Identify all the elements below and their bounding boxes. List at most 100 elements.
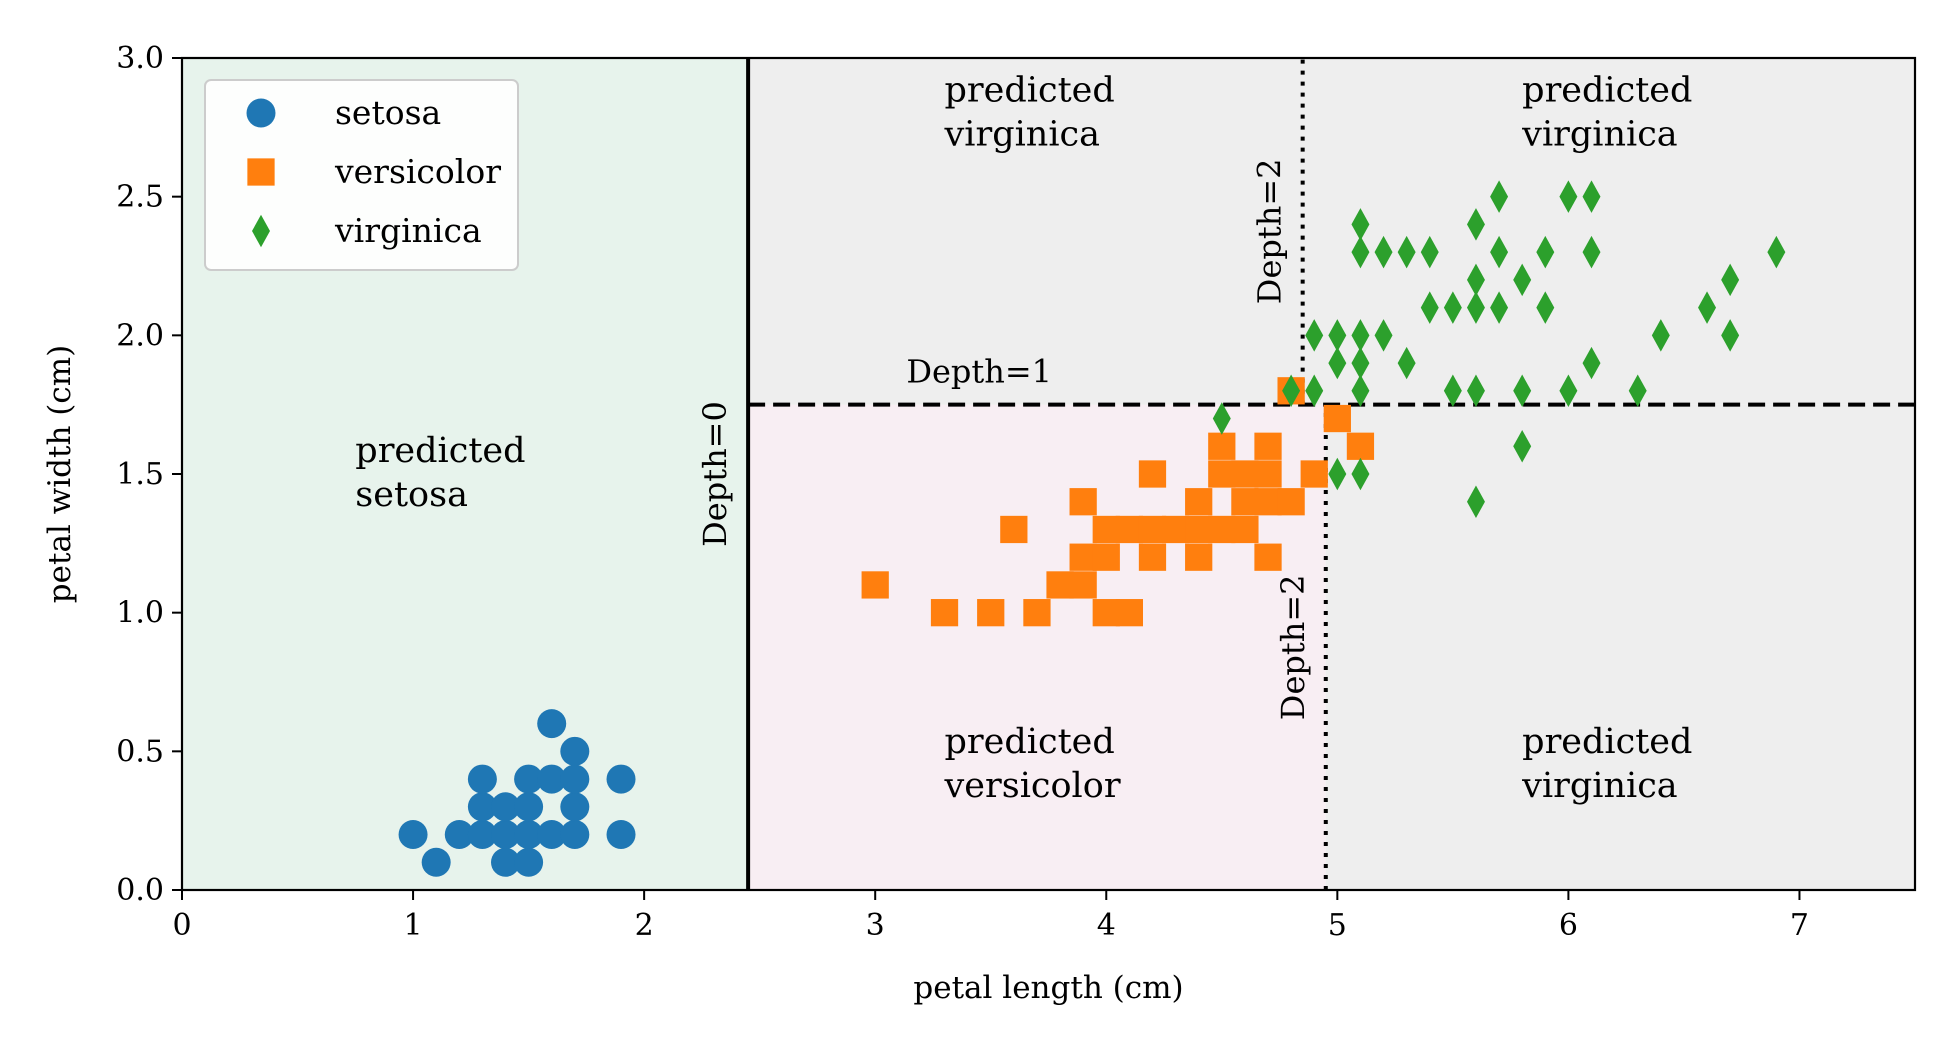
virginica-point-14 [1374, 235, 1393, 269]
virginica-point-43 [1721, 263, 1740, 297]
virginica-point-10 [1351, 319, 1370, 352]
virginica-point-31 [1513, 263, 1532, 297]
setosa-point-12 [514, 764, 544, 794]
virginica-point-33 [1536, 235, 1555, 269]
versicolor-point-2 [977, 599, 1005, 627]
virginica-point-6 [1328, 319, 1347, 352]
versicolor-point-13 [1115, 515, 1144, 544]
setosa-point-10 [514, 820, 544, 850]
y-tick-label-3: 1.5 [116, 457, 164, 492]
virginica-point-4 [1305, 319, 1324, 352]
setosa-point-19 [560, 736, 590, 766]
versicolor-point-8 [1069, 488, 1097, 516]
annotation-0-line-0: predicted [355, 431, 525, 471]
setosa-point-18 [560, 764, 590, 794]
virginica-point-38 [1582, 180, 1601, 213]
virginica-point-20 [1443, 291, 1462, 324]
virginica-point-39 [1628, 374, 1647, 408]
versicolor-point-22 [1208, 460, 1236, 488]
virginica-point-36 [1582, 346, 1601, 380]
depth-label-0: Depth=0 [696, 401, 734, 547]
versicolor-point-19 [1185, 515, 1213, 544]
versicolor-point-20 [1185, 488, 1213, 516]
versicolor-point-25 [1231, 488, 1259, 516]
setosa-point-20 [606, 820, 636, 850]
virginica-point-41 [1698, 291, 1717, 324]
virginica-point-12 [1351, 208, 1370, 241]
versicolor-point-16 [1138, 460, 1167, 488]
virginica-point-11 [1351, 235, 1370, 269]
versicolor-point-26 [1231, 460, 1259, 488]
virginica-point-25 [1466, 208, 1485, 241]
x-tick-label-1: 1 [404, 908, 423, 943]
virginica-point-32 [1536, 291, 1555, 324]
setosa-point-21 [606, 764, 636, 794]
virginica-point-5 [1328, 346, 1347, 380]
setosa-point-11 [514, 792, 544, 822]
virginica-point-35 [1559, 180, 1578, 213]
virginica-point-1 [1282, 374, 1301, 408]
virginica-point-30 [1513, 374, 1532, 408]
versicolor-point-7 [1069, 543, 1097, 571]
legend-marker-virginica [252, 214, 270, 248]
x-tick-label-2: 2 [635, 908, 654, 943]
legend-label-virginica: virginica [334, 211, 482, 250]
legend-marker-setosa [246, 98, 276, 128]
virginica-point-9 [1351, 346, 1370, 380]
virginica-point-21 [1466, 485, 1485, 518]
virginica-point-27 [1490, 235, 1509, 269]
setosa-point-17 [560, 792, 590, 822]
virginica-point-8 [1351, 374, 1370, 408]
versicolor-point-1 [930, 599, 959, 627]
data-points [398, 180, 1786, 877]
virginica-point-23 [1466, 291, 1485, 324]
legend-label-versicolor: versicolor [334, 152, 501, 191]
versicolor-point-12 [1115, 599, 1144, 627]
virginica-point-29 [1513, 430, 1532, 463]
annotation-4-line-1: virginica [1521, 766, 1678, 806]
setosa-point-0 [398, 820, 428, 850]
x-tick-label-0: 0 [172, 908, 191, 943]
setosa-point-13 [537, 820, 567, 850]
virginica-point-24 [1466, 263, 1485, 297]
setosa-point-8 [490, 792, 520, 822]
depth-label-2: Depth=2 [1274, 574, 1312, 720]
virginica-point-15 [1397, 346, 1416, 380]
y-tick-label-6: 3.0 [116, 41, 164, 76]
setosa-point-7 [490, 820, 520, 850]
virginica-point-19 [1443, 374, 1462, 408]
axes: petal length (cm) petal width (cm) 0 1 2 3 4… [42, 41, 1809, 1006]
y-axis-label: petal width (cm) [42, 345, 78, 603]
x-tick-label-3: 3 [866, 908, 885, 943]
virginica-point-0 [1212, 402, 1231, 435]
series-setosa [398, 709, 636, 877]
versicolor-point-23 [1208, 432, 1236, 460]
versicolor-point-27 [1254, 543, 1282, 571]
setosa-point-2 [444, 820, 474, 850]
x-tick-label-6: 6 [1559, 908, 1578, 943]
virginica-point-17 [1420, 291, 1439, 324]
x-axis-label: petal length (cm) [913, 970, 1183, 1006]
virginica-point-22 [1466, 374, 1485, 408]
versicolor-point-14 [1138, 543, 1167, 571]
versicolor-point-34 [1323, 404, 1351, 433]
virginica-point-40 [1651, 319, 1670, 352]
region-virginica-2 [1325, 404, 1915, 890]
versicolor-point-21 [1208, 515, 1236, 544]
setosa-point-15 [537, 709, 567, 739]
setosa-point-1 [421, 847, 451, 877]
annotation-4-line-0: predicted [1522, 722, 1692, 762]
legend-box [204, 79, 519, 271]
versicolor-point-11 [1092, 515, 1120, 544]
series-versicolor [861, 377, 1375, 627]
setosa-point-3 [467, 820, 497, 850]
y-tick-label-2: 1.0 [116, 596, 164, 631]
legend-label-setosa: setosa [335, 93, 441, 132]
versicolor-point-6 [1069, 571, 1097, 599]
versicolor-point-0 [861, 571, 889, 599]
versicolor-point-17 [1161, 515, 1190, 544]
virginica-point-2 [1305, 374, 1324, 408]
x-tick-label-4: 4 [1097, 908, 1116, 943]
versicolor-point-35 [1346, 432, 1375, 460]
annotation-0-line-1: setosa [355, 475, 468, 515]
